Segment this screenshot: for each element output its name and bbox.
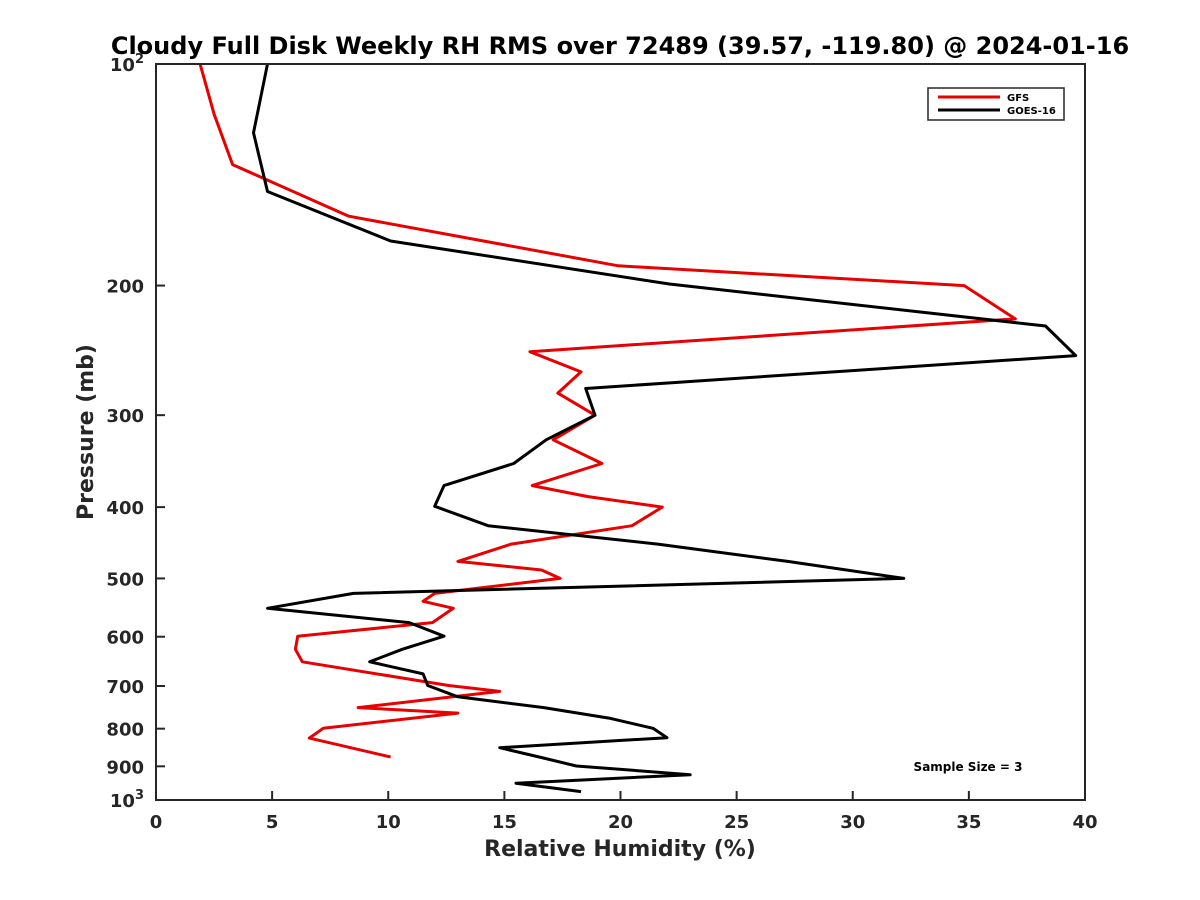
legend-box [927,87,1065,121]
x-tick-label: 5 [266,812,279,833]
x-tick-label: 40 [1072,812,1097,833]
y-tick-base: 10 [110,55,135,76]
x-tick-label: 30 [840,812,865,833]
y-tick-label: 200 [106,277,144,298]
series-layer [198,63,1078,794]
y-tick-label: 103 [110,788,144,812]
y-axis-label: Pressure (mb) [74,344,99,520]
y-tick-exponent: 2 [135,52,144,67]
plot-frame [155,63,1086,801]
legend-label-gfs: GFS [1007,93,1029,104]
y-tick-label: 600 [106,628,144,649]
x-axis-label: Relative Humidity (%) [484,837,756,862]
y-tick-label: 700 [106,677,144,698]
x-tick-label: 10 [376,812,401,833]
x-tick-label: 25 [724,812,749,833]
y-tick-exponent: 3 [135,788,144,803]
sample-size-annotation: Sample Size = 3 [914,760,1023,774]
series-line-goes16 [252,63,1078,794]
y-tick-label: 800 [106,720,144,741]
legend: GFS GOES-16 [927,87,1065,121]
x-tick-label: 35 [956,812,981,833]
legend-label-goes16: GOES-16 [1007,106,1056,117]
x-tick-label: 0 [150,812,163,833]
chart-title: Cloudy Full Disk Weekly RH RMS over 7248… [111,32,1129,60]
x-axis-ticks: 0 5 10 15 20 25 30 35 40 [150,791,1098,833]
y-tick-label: 400 [106,498,144,519]
y-tick-base: 10 [110,791,135,812]
y-tick-label: 500 [106,569,144,590]
series-line-gfs [198,63,1017,759]
x-tick-label: 15 [492,812,517,833]
y-tick-label: 900 [106,757,144,778]
y-tick-label: 300 [106,406,144,427]
y-tick-label: 102 [110,52,144,76]
x-tick-label: 20 [608,812,633,833]
